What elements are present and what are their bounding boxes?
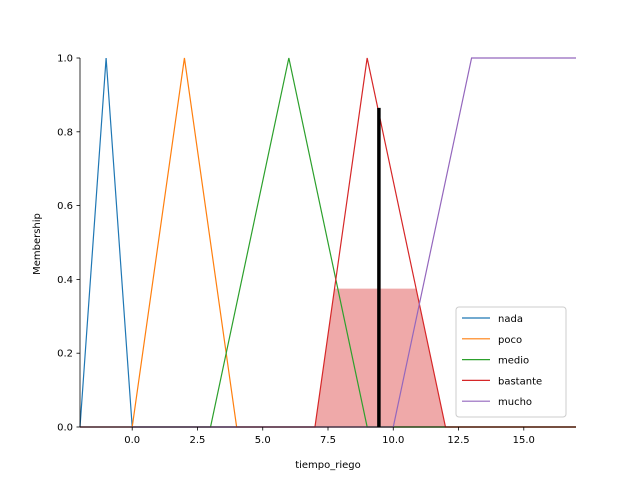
y-tick-label: 0.2 — [57, 349, 73, 360]
y-tick-label: 0.4 — [57, 275, 73, 286]
legend-label-bastante: bastante — [498, 376, 542, 387]
legend-label-mucho: mucho — [498, 397, 532, 408]
y-tick-label: 0.6 — [57, 201, 73, 212]
legend-box — [455, 306, 567, 418]
y-axis-label: Membership — [32, 213, 43, 275]
x-tick-label: 15.0 — [513, 435, 535, 446]
x-tick-label: 2.5 — [190, 435, 206, 446]
y-tick-label: 1.0 — [57, 54, 73, 65]
x-tick-label: 10.0 — [382, 435, 404, 446]
y-tick-label: 0.8 — [57, 127, 73, 138]
y-tick-label: 0.0 — [57, 423, 73, 434]
x-tick-label: 0.0 — [124, 435, 140, 446]
x-axis-label: tiempo_riego — [295, 460, 361, 471]
legend-label-nada: nada — [498, 314, 523, 325]
legend-label-poco: poco — [498, 335, 522, 346]
x-tick-label: 12.5 — [447, 435, 469, 446]
legend: nada poco medio bastante mucho — [455, 306, 567, 418]
ticks: 0.0 2.5 5.0 7.5 10.0 12.5 15.0 0.0 0.2 0.4 0.6 0.8 1… — [57, 54, 535, 447]
x-tick-label: 7.5 — [320, 435, 336, 446]
x-tick-label: 5.0 — [255, 435, 271, 446]
legend-label-medio: medio — [498, 356, 529, 367]
